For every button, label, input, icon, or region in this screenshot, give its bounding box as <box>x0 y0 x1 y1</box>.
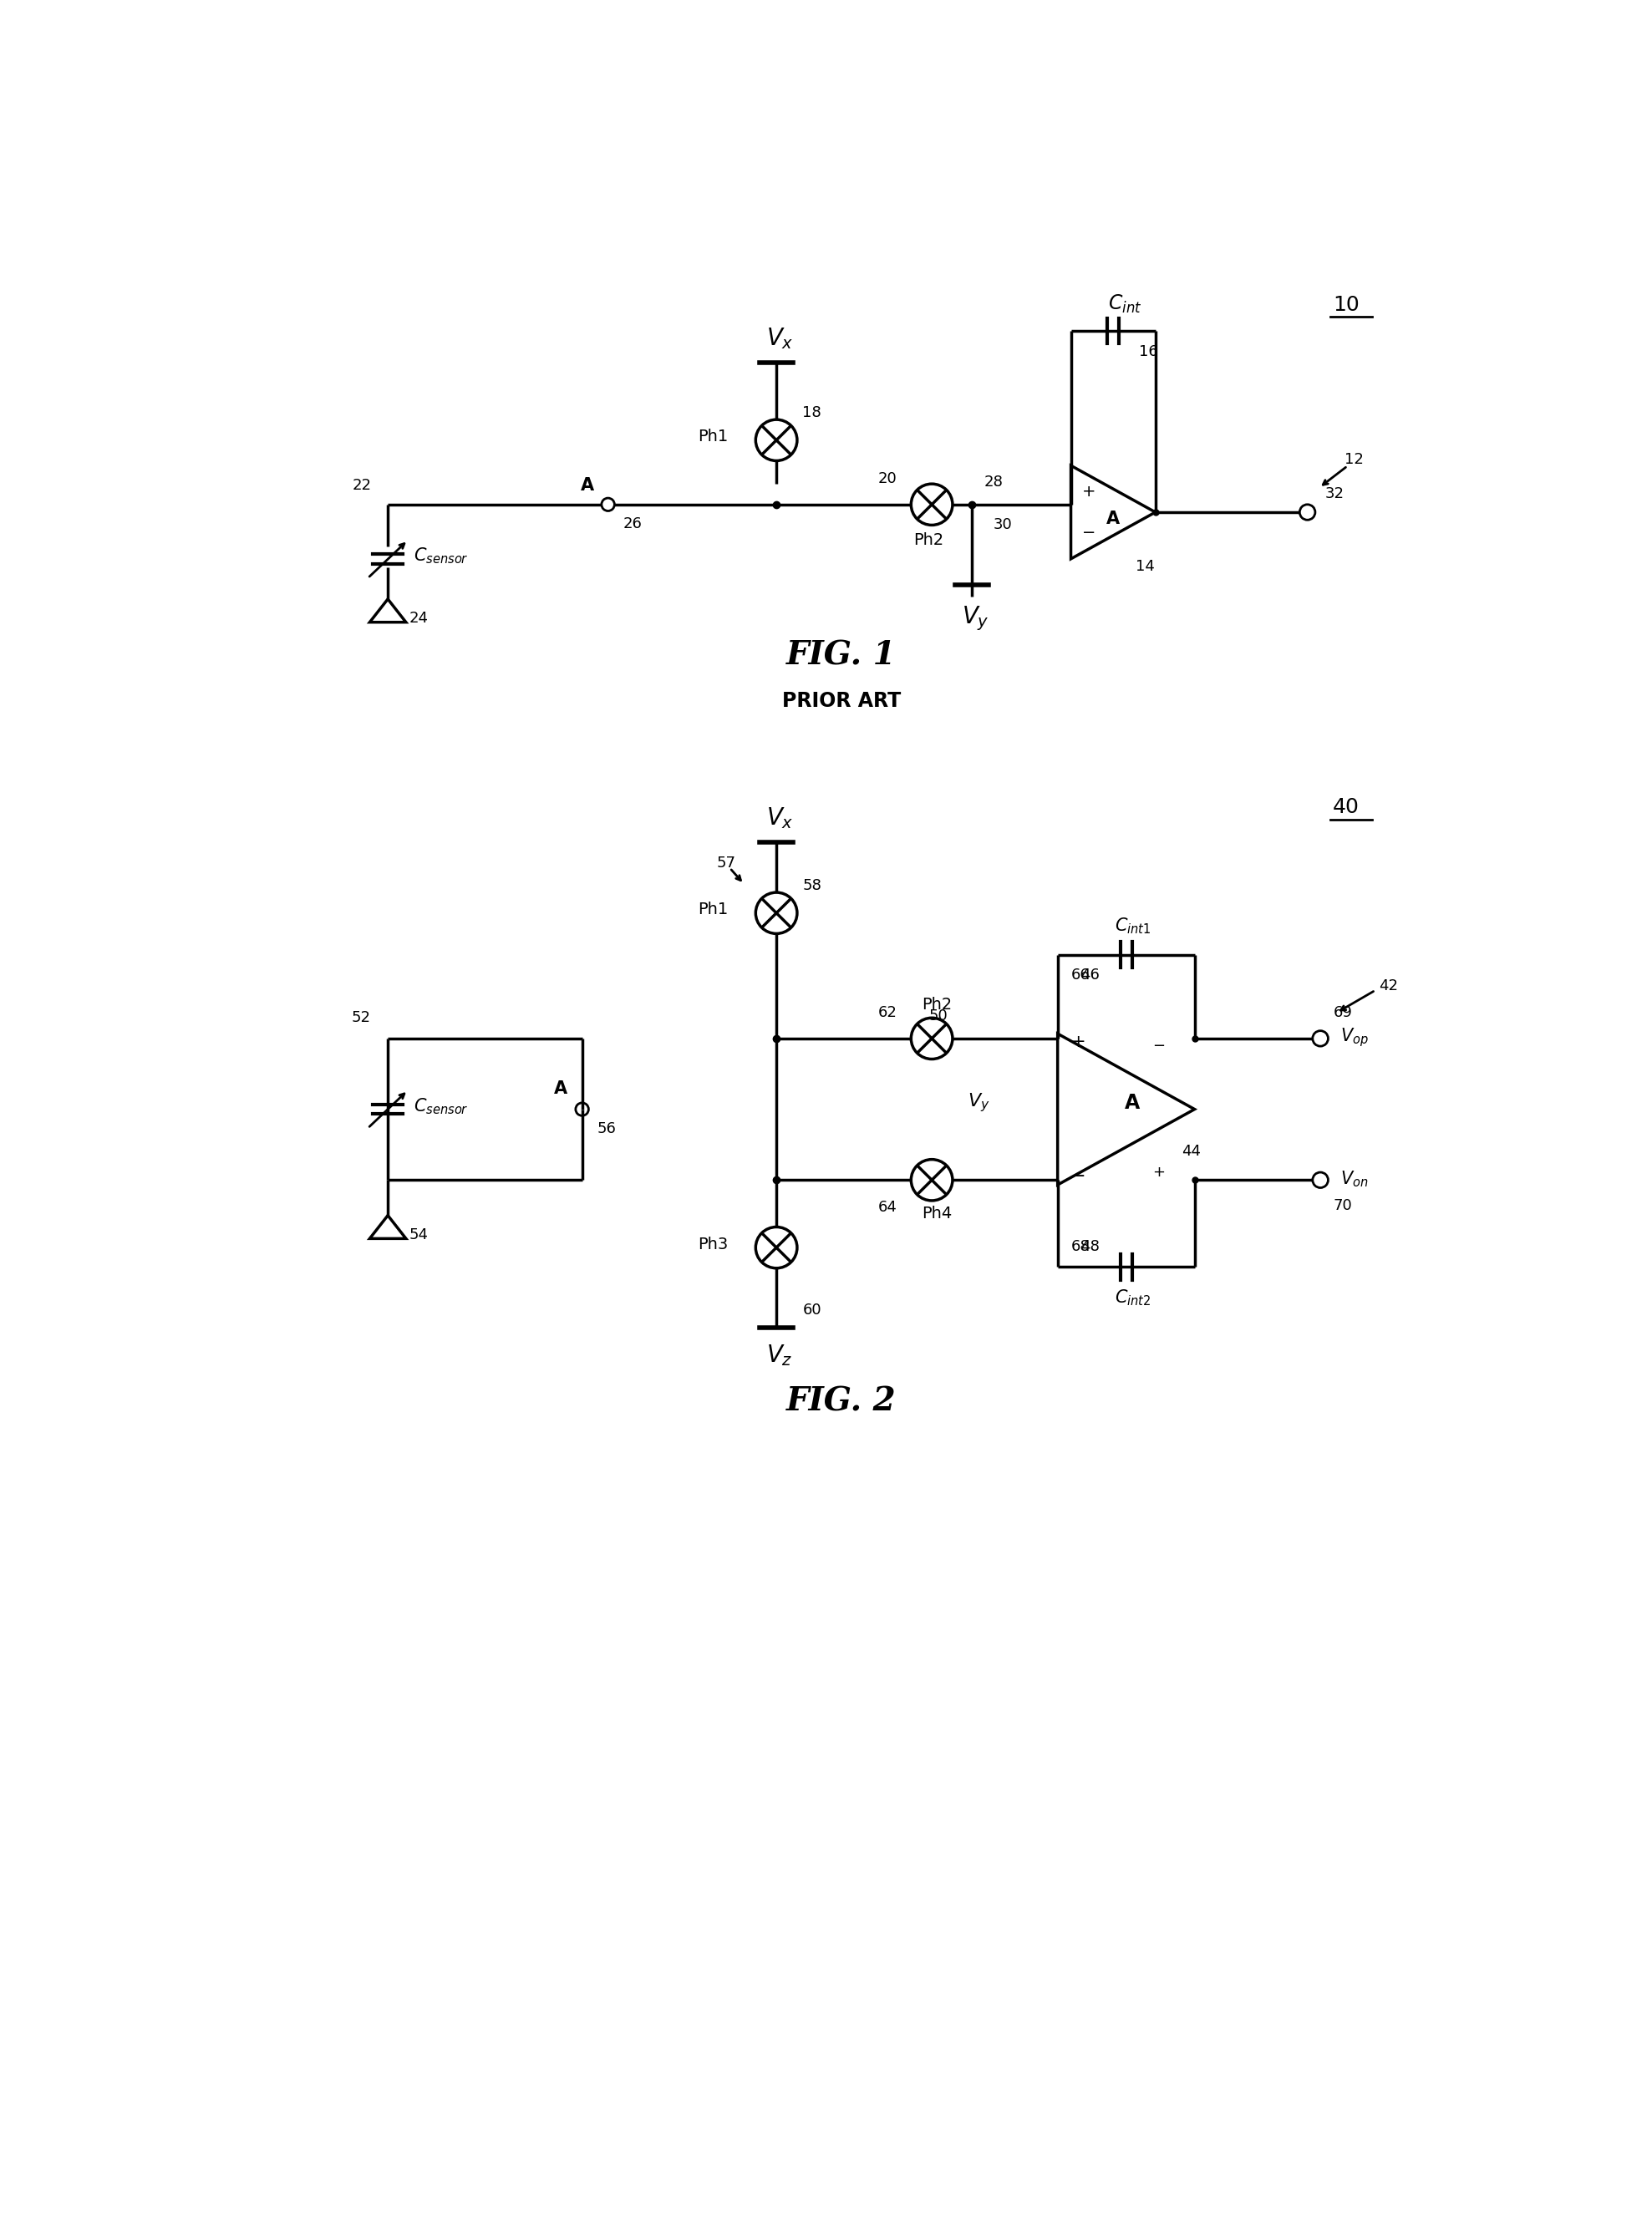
Text: 44: 44 <box>1181 1143 1201 1158</box>
Text: +: + <box>1082 483 1095 501</box>
Text: $V_y$: $V_y$ <box>961 605 990 633</box>
Text: 70: 70 <box>1333 1198 1353 1214</box>
Text: 26: 26 <box>623 516 643 532</box>
Text: 28: 28 <box>985 474 1003 490</box>
Text: 24: 24 <box>410 611 428 627</box>
Text: 22: 22 <box>352 478 372 492</box>
Text: $V_y$: $V_y$ <box>968 1092 990 1114</box>
Text: Ph2: Ph2 <box>922 997 952 1012</box>
Text: $C_{int2}$: $C_{int2}$ <box>1115 1287 1151 1307</box>
Text: +: + <box>1070 1034 1085 1050</box>
Text: Ph1: Ph1 <box>697 902 729 917</box>
Text: 14: 14 <box>1137 560 1155 574</box>
Text: $V_{op}$: $V_{op}$ <box>1340 1026 1368 1048</box>
Text: $V_{on}$: $V_{on}$ <box>1340 1170 1368 1189</box>
Text: A: A <box>580 476 595 494</box>
Text: 48: 48 <box>1080 1238 1100 1254</box>
Text: Ph3: Ph3 <box>697 1236 729 1251</box>
Text: 69: 69 <box>1333 1006 1353 1021</box>
Text: 40: 40 <box>1333 797 1360 817</box>
Text: +: + <box>1153 1165 1165 1181</box>
Text: A: A <box>1125 1092 1140 1112</box>
Text: $C_{int1}$: $C_{int1}$ <box>1115 917 1151 935</box>
Text: $C_{sensor}$: $C_{sensor}$ <box>413 1096 469 1116</box>
Text: 50: 50 <box>928 1008 948 1023</box>
Text: 58: 58 <box>803 879 821 893</box>
Text: 57: 57 <box>717 855 735 870</box>
Text: A: A <box>553 1081 568 1096</box>
Text: 66: 66 <box>1070 968 1090 983</box>
Text: 64: 64 <box>879 1201 897 1214</box>
Text: 54: 54 <box>410 1227 428 1243</box>
Text: Ph2: Ph2 <box>914 532 943 549</box>
Text: FIG. 2: FIG. 2 <box>786 1387 895 1418</box>
Text: 42: 42 <box>1379 979 1398 992</box>
Text: A: A <box>1107 509 1120 527</box>
Text: 12: 12 <box>1345 452 1363 467</box>
Text: 16: 16 <box>1140 343 1158 359</box>
Text: Ph1: Ph1 <box>697 430 729 445</box>
Text: 60: 60 <box>803 1302 821 1318</box>
Text: PRIOR ART: PRIOR ART <box>781 691 900 711</box>
Text: 18: 18 <box>803 405 821 421</box>
Text: 32: 32 <box>1325 487 1345 503</box>
Text: $V_x$: $V_x$ <box>767 326 793 350</box>
Text: 30: 30 <box>993 518 1013 532</box>
Text: 62: 62 <box>879 1006 897 1021</box>
Text: 52: 52 <box>350 1010 370 1026</box>
Text: −: − <box>1082 525 1095 540</box>
Text: −: − <box>1070 1170 1085 1185</box>
Text: 46: 46 <box>1080 968 1100 983</box>
Text: $C_{sensor}$: $C_{sensor}$ <box>413 547 469 565</box>
Text: $V_x$: $V_x$ <box>767 806 793 831</box>
Text: −: − <box>1153 1039 1165 1054</box>
Text: $V_z$: $V_z$ <box>767 1342 793 1367</box>
Text: 20: 20 <box>879 472 897 487</box>
Text: 10: 10 <box>1333 295 1360 315</box>
Text: 56: 56 <box>596 1121 616 1136</box>
Text: FIG. 1: FIG. 1 <box>786 640 895 671</box>
Text: Ph4: Ph4 <box>922 1205 952 1220</box>
Text: $C_{int}$: $C_{int}$ <box>1108 292 1142 315</box>
Text: 68: 68 <box>1070 1238 1090 1254</box>
